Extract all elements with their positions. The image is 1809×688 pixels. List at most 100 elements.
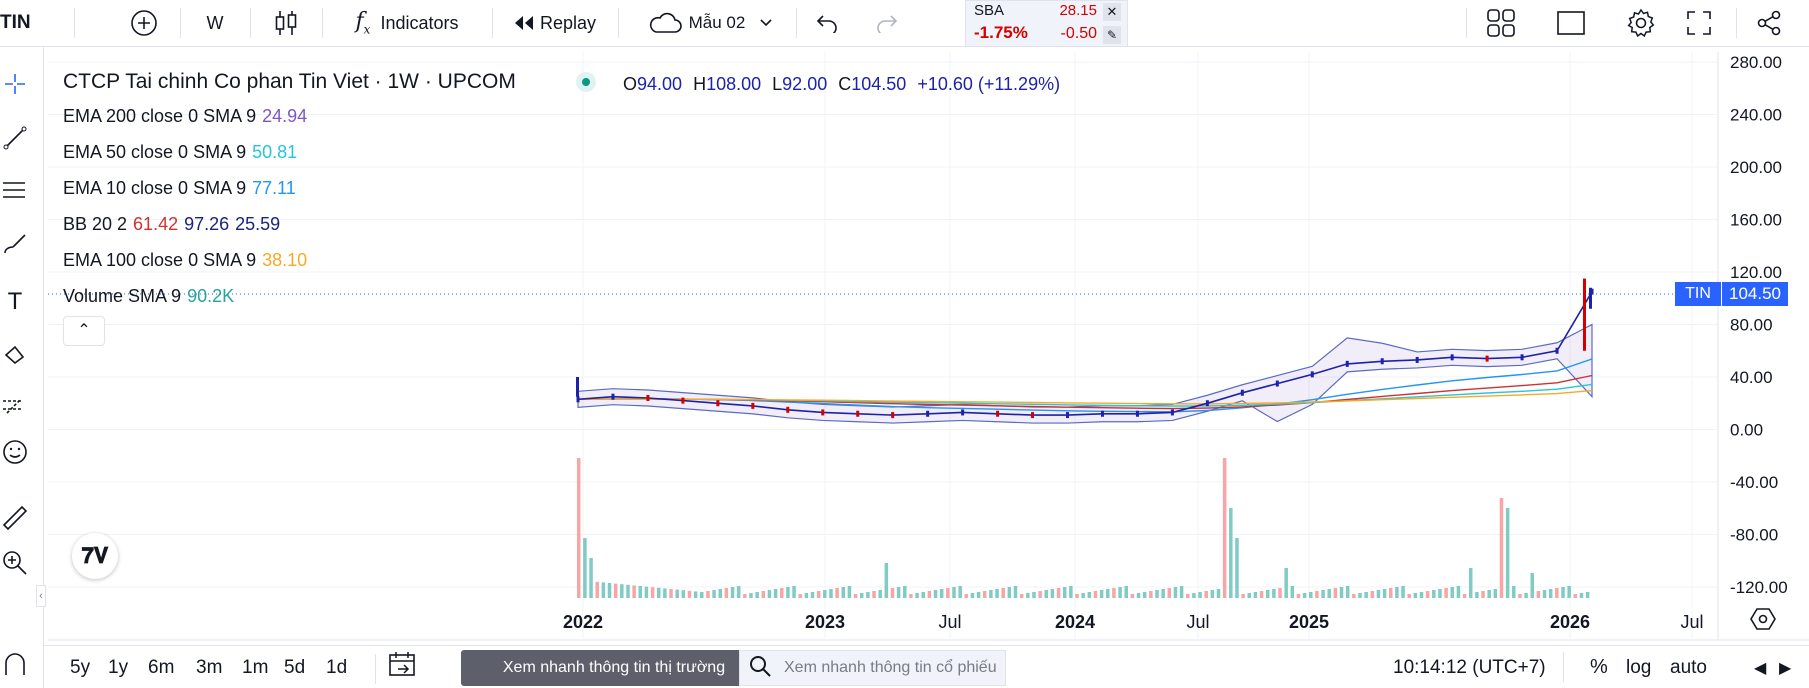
trendline-tool[interactable] bbox=[0, 125, 30, 155]
range-1d[interactable]: 1d bbox=[326, 656, 348, 678]
tradingview-logo[interactable]: 𝟕𝐕 bbox=[72, 533, 118, 579]
close-value: 104.50 bbox=[851, 74, 907, 94]
volume-bar bbox=[958, 586, 962, 598]
indicator-row[interactable]: EMA 100 close 0 SMA 9 38.10 bbox=[63, 250, 313, 271]
close-icon[interactable]: ✕ bbox=[1103, 3, 1121, 21]
candle bbox=[1135, 410, 1139, 417]
candle bbox=[926, 410, 930, 417]
high-label: H bbox=[693, 74, 707, 94]
rewind-icon bbox=[514, 16, 534, 30]
low-label: L bbox=[772, 74, 783, 94]
replay-button[interactable]: Replay bbox=[510, 0, 600, 46]
add-symbol-button[interactable] bbox=[128, 0, 160, 46]
interval-button[interactable]: W bbox=[200, 0, 230, 46]
indicator-value: 90.2K bbox=[187, 286, 235, 306]
share-icon bbox=[1755, 9, 1783, 37]
zoom-in-icon bbox=[2, 550, 28, 581]
fullscreen-button[interactable] bbox=[1684, 0, 1714, 46]
range-5y[interactable]: 5y bbox=[70, 656, 91, 678]
volume-bar bbox=[1315, 591, 1319, 598]
zoom-tool[interactable] bbox=[0, 550, 30, 580]
clock-button[interactable]: 10:14:12 (UTC+7) bbox=[1393, 656, 1546, 678]
volume-bar bbox=[798, 594, 802, 598]
indicator-row[interactable]: EMA 50 close 0 SMA 9 50.81 bbox=[63, 142, 303, 163]
range-1m[interactable]: 1m bbox=[242, 656, 269, 678]
indicators-button[interactable]: fx Indicators bbox=[342, 0, 472, 46]
collapse-legend-button[interactable]: ⌃ bbox=[63, 316, 105, 346]
single-layout-button[interactable] bbox=[1556, 0, 1586, 46]
layout-template-button[interactable]: Mẫu 02 bbox=[640, 0, 780, 46]
settings-button[interactable] bbox=[1626, 0, 1656, 46]
volume-bar bbox=[1481, 591, 1485, 598]
time-axis-settings-button[interactable] bbox=[1748, 606, 1778, 636]
volume-bar bbox=[909, 594, 913, 598]
search-placeholder: Xem nhanh thông tin cổ phiếu bbox=[784, 659, 997, 676]
date-range-button[interactable] bbox=[388, 646, 422, 688]
volume-bar bbox=[761, 591, 766, 598]
ticker-widget[interactable]: SBA 28.15 -1.75% -0.50 ✕ ✎ bbox=[965, 0, 1128, 47]
indicator-name: Volume SMA 9 bbox=[63, 286, 182, 306]
chevron-down-icon bbox=[759, 18, 773, 28]
chart-type-button[interactable] bbox=[272, 0, 300, 46]
high-value: 108.00 bbox=[706, 74, 762, 94]
measure-tool[interactable] bbox=[0, 505, 30, 535]
layout-grid-button[interactable] bbox=[1486, 0, 1516, 46]
volume-bar bbox=[1075, 594, 1079, 598]
indicator-value: 38.10 bbox=[262, 250, 308, 270]
volume-bar bbox=[1056, 588, 1061, 598]
emoji-tool[interactable] bbox=[0, 439, 30, 469]
divider bbox=[1563, 652, 1564, 682]
indicator-name: BB 20 2 bbox=[63, 214, 128, 234]
time-tick: 2026 bbox=[1550, 612, 1590, 632]
volume-bar bbox=[1475, 592, 1479, 598]
volume-bar bbox=[1425, 591, 1430, 598]
range-1y[interactable]: 1y bbox=[108, 656, 129, 678]
edit-icon[interactable]: ✎ bbox=[1103, 26, 1121, 44]
collapse-toolbar-button[interactable]: ‹ bbox=[36, 585, 46, 607]
indicator-row[interactable]: Volume SMA 9 90.2K bbox=[63, 286, 240, 307]
percent-toggle[interactable]: % bbox=[1590, 656, 1608, 678]
text-tool[interactable]: T bbox=[0, 287, 30, 317]
time-axis: 2022 2023 Jul 2024 Jul 2025 2026 Jul bbox=[563, 612, 1704, 632]
volume-bar bbox=[687, 590, 692, 598]
range-6m[interactable]: 6m bbox=[148, 656, 175, 678]
redo-button[interactable] bbox=[872, 0, 902, 46]
fib-tool[interactable] bbox=[0, 177, 30, 207]
candle bbox=[1205, 400, 1209, 407]
bollinger-fill bbox=[577, 323, 1593, 424]
indicator-row[interactable]: EMA 200 close 0 SMA 9 24.94 bbox=[63, 106, 313, 127]
magnet-tool[interactable] bbox=[0, 651, 30, 681]
symbol-title[interactable]: CTCP Tai chinh Co phan Tin Viet · 1W · U… bbox=[63, 70, 516, 93]
volume-bar bbox=[656, 587, 661, 598]
share-button[interactable] bbox=[1754, 0, 1784, 46]
market-overview-button[interactable]: Xem nhanh thông tin thị trường bbox=[461, 650, 767, 686]
candle bbox=[856, 410, 860, 417]
scroll-right-button[interactable]: ▶ bbox=[1779, 646, 1791, 688]
volume-bar bbox=[915, 593, 919, 598]
undo-button[interactable] bbox=[812, 0, 842, 46]
volume-bar bbox=[853, 594, 858, 598]
candles-icon bbox=[273, 9, 299, 37]
prediction-tool[interactable] bbox=[0, 392, 30, 422]
crosshair-tool[interactable] bbox=[0, 71, 30, 101]
auto-toggle[interactable]: auto bbox=[1670, 656, 1707, 678]
brush-tool[interactable] bbox=[0, 232, 30, 262]
candle bbox=[1555, 347, 1559, 354]
market-status-icon[interactable] bbox=[576, 72, 596, 92]
range-3m[interactable]: 3m bbox=[196, 656, 223, 678]
symbol-search-button[interactable]: TIN bbox=[0, 0, 60, 46]
stock-search-box[interactable]: Xem nhanh thông tin cổ phiếu bbox=[739, 650, 1006, 686]
pattern-icon bbox=[3, 343, 27, 372]
scroll-left-button[interactable]: ◀ bbox=[1754, 646, 1766, 688]
log-toggle[interactable]: log bbox=[1626, 656, 1652, 678]
volume-bar bbox=[1530, 573, 1534, 598]
volume-bar bbox=[1370, 591, 1375, 598]
volume-bar bbox=[1309, 592, 1313, 598]
volume-bar bbox=[1321, 590, 1325, 598]
range-5d[interactable]: 5d bbox=[284, 656, 306, 678]
indicator-row[interactable]: EMA 10 close 0 SMA 9 77.11 bbox=[63, 178, 302, 199]
volume-bar bbox=[1155, 590, 1159, 598]
indicator-row[interactable]: BB 20 2 61.42 97.26 25.59 bbox=[63, 214, 286, 235]
pattern-tool[interactable] bbox=[0, 342, 30, 372]
